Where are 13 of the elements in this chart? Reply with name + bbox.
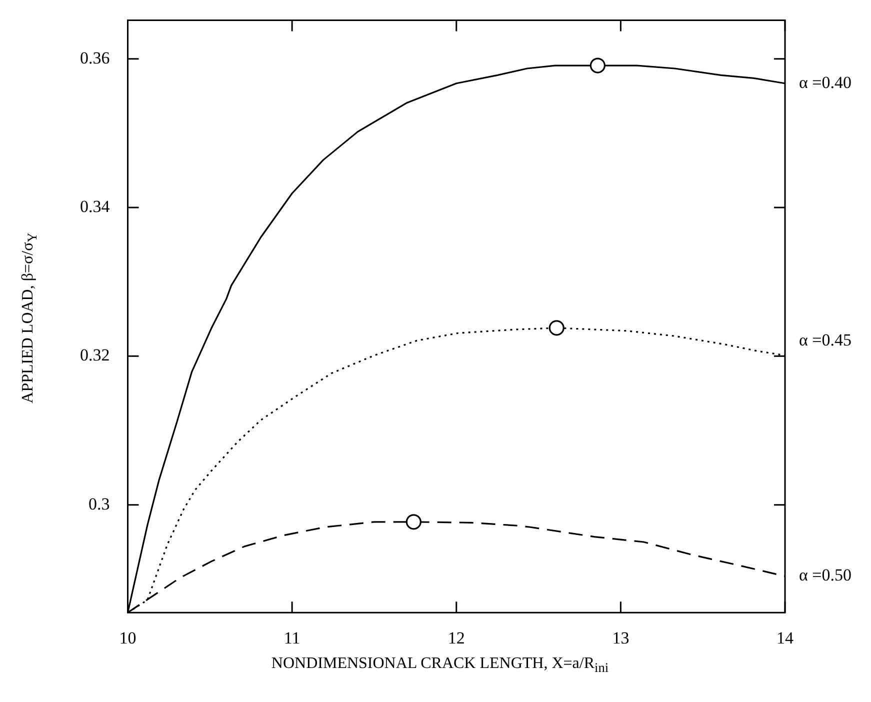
x-tick-label: 12 [448, 628, 465, 648]
y-tick-label: 0.3 [88, 494, 110, 514]
y-tick-label: 0.32 [80, 346, 110, 365]
y-tick-label: 0.36 [80, 48, 110, 68]
series-label: α =0.40 [799, 72, 852, 92]
x-tick-label: 11 [284, 628, 300, 648]
x-tick-label: 14 [776, 628, 794, 648]
x-axis-title: NONDIMENSIONAL CRACK LENGTH, X=a/R$_{ini}$ [270, 655, 610, 676]
series-label: α =0.45 [799, 330, 852, 350]
x-tick-label: 13 [612, 628, 630, 648]
x-tick-label: 10 [119, 628, 136, 648]
y-tick-label: 0.34 [80, 196, 110, 216]
series-label: α =0.50 [799, 566, 852, 585]
